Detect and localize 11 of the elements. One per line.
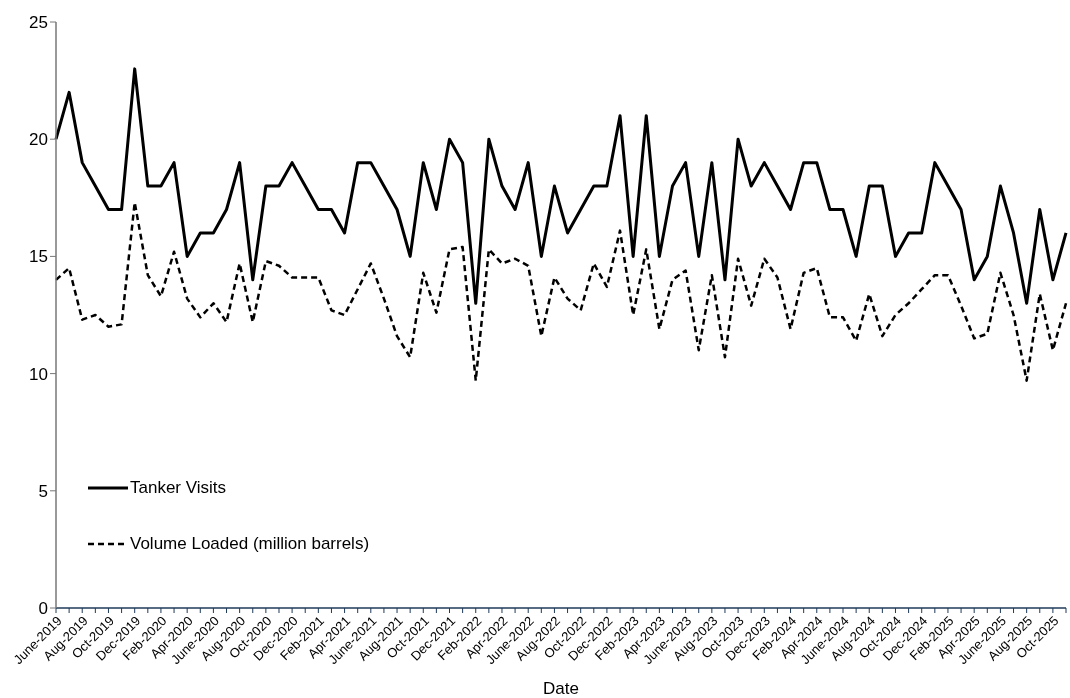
y-tick-label: 25 (29, 13, 48, 33)
legend-label: Volume Loaded (million barrels) (130, 534, 370, 554)
line-series (54, 67, 1068, 305)
y-tick-label: 15 (29, 247, 48, 267)
y-tick-label: 0 (38, 599, 48, 619)
line-series (54, 201, 1068, 382)
y-tick-label: 10 (29, 364, 48, 384)
y-tick-label: 5 (38, 481, 48, 501)
y-tick-label: 20 (29, 130, 48, 150)
legend-label: Tanker Visits (130, 478, 227, 498)
x-axis-title: Date (543, 679, 579, 698)
